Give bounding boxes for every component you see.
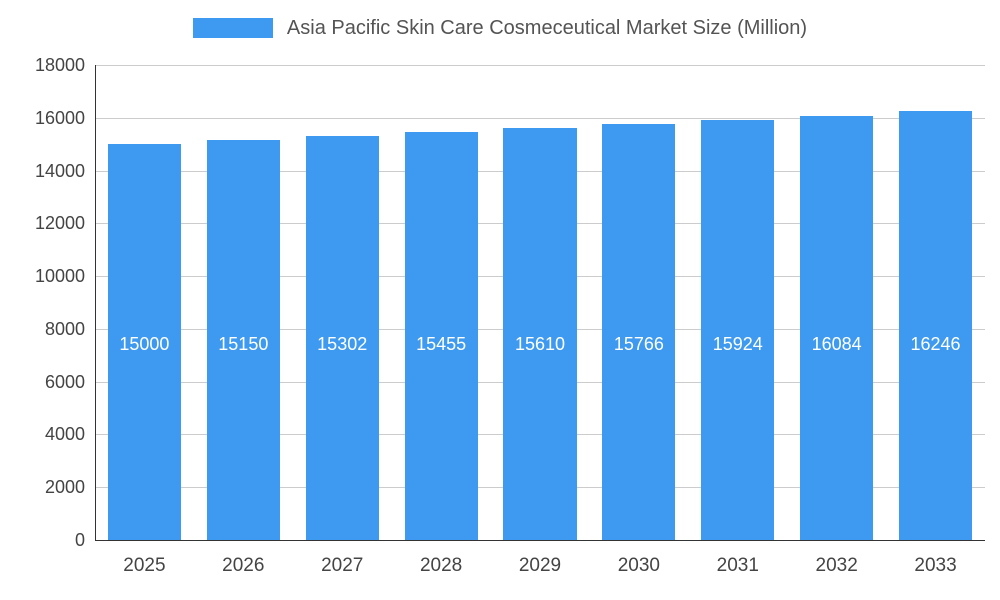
y-axis-tick-label: 16000 [34,107,85,128]
x-axis-tick-label: 2029 [518,555,562,576]
bar-value-label: 15610 [514,334,566,354]
bar-2025[interactable]: 15000 [107,144,182,540]
x-axis-baseline [95,540,985,541]
y-axis-tick-label: 14000 [34,160,85,181]
y-axis-tick-label: 0 [74,530,85,550]
legend-swatch-icon [192,18,273,38]
bar-value-label: 15455 [416,334,467,354]
legend: Asia Pacific Skin Care Cosmeceutical Mar… [0,14,1000,42]
y-axis-tick-label: 8000 [44,318,85,339]
bar-2030[interactable]: 15766 [602,123,676,540]
bar-value-label: 16084 [811,334,862,354]
bar-2029[interactable]: 15610 [503,128,577,540]
bar-value-label: 15766 [613,334,664,354]
y-axis-tick-label: 18000 [34,55,85,75]
legend-label: Asia Pacific Skin Care Cosmeceutical Mar… [286,16,808,39]
bar-2033[interactable]: 16246 [898,111,973,540]
y-axis-tick-label: 10000 [34,266,85,287]
plot-area: 15000 15150 15302 15455 15610 15766 15924 16084… [95,65,985,541]
x-axis-tick-label: 2030 [617,555,661,576]
bar-2026[interactable]: 15150 [206,140,280,540]
x-axis: 2025 2026 2027 2028 2029 2030 2031 2032 2033 [95,555,985,581]
gridline [95,117,985,119]
bar-value-label: 15000 [119,334,170,354]
x-axis-tick-label: 2025 [123,555,166,576]
x-axis-tick-label: 2028 [419,555,463,576]
y-axis-tick-label: 6000 [44,371,85,392]
x-axis-tick-label: 2026 [222,555,265,576]
bar-value-label: 15302 [317,334,368,354]
bar-2028[interactable]: 15455 [404,132,478,540]
x-axis-tick-label: 2027 [321,555,364,576]
y-axis-line [95,65,96,541]
bar-value-label: 15924 [712,334,763,354]
x-axis-tick-label: 2032 [815,555,858,576]
gridline [95,65,985,66]
x-axis-tick-label: 2031 [716,555,759,576]
y-axis-tick-label: 2000 [44,477,85,498]
x-axis-tick-label: 2033 [914,555,957,576]
bar-2031[interactable]: 15924 [701,119,775,540]
y-axis-tick-label: 4000 [44,424,85,445]
bar-value-label: 16246 [910,334,961,354]
bar-2027[interactable]: 15302 [305,136,379,540]
y-axis-tick-label: 12000 [34,213,85,234]
bar-2032[interactable]: 16084 [800,115,874,540]
bar-value-label: 15150 [218,334,269,354]
